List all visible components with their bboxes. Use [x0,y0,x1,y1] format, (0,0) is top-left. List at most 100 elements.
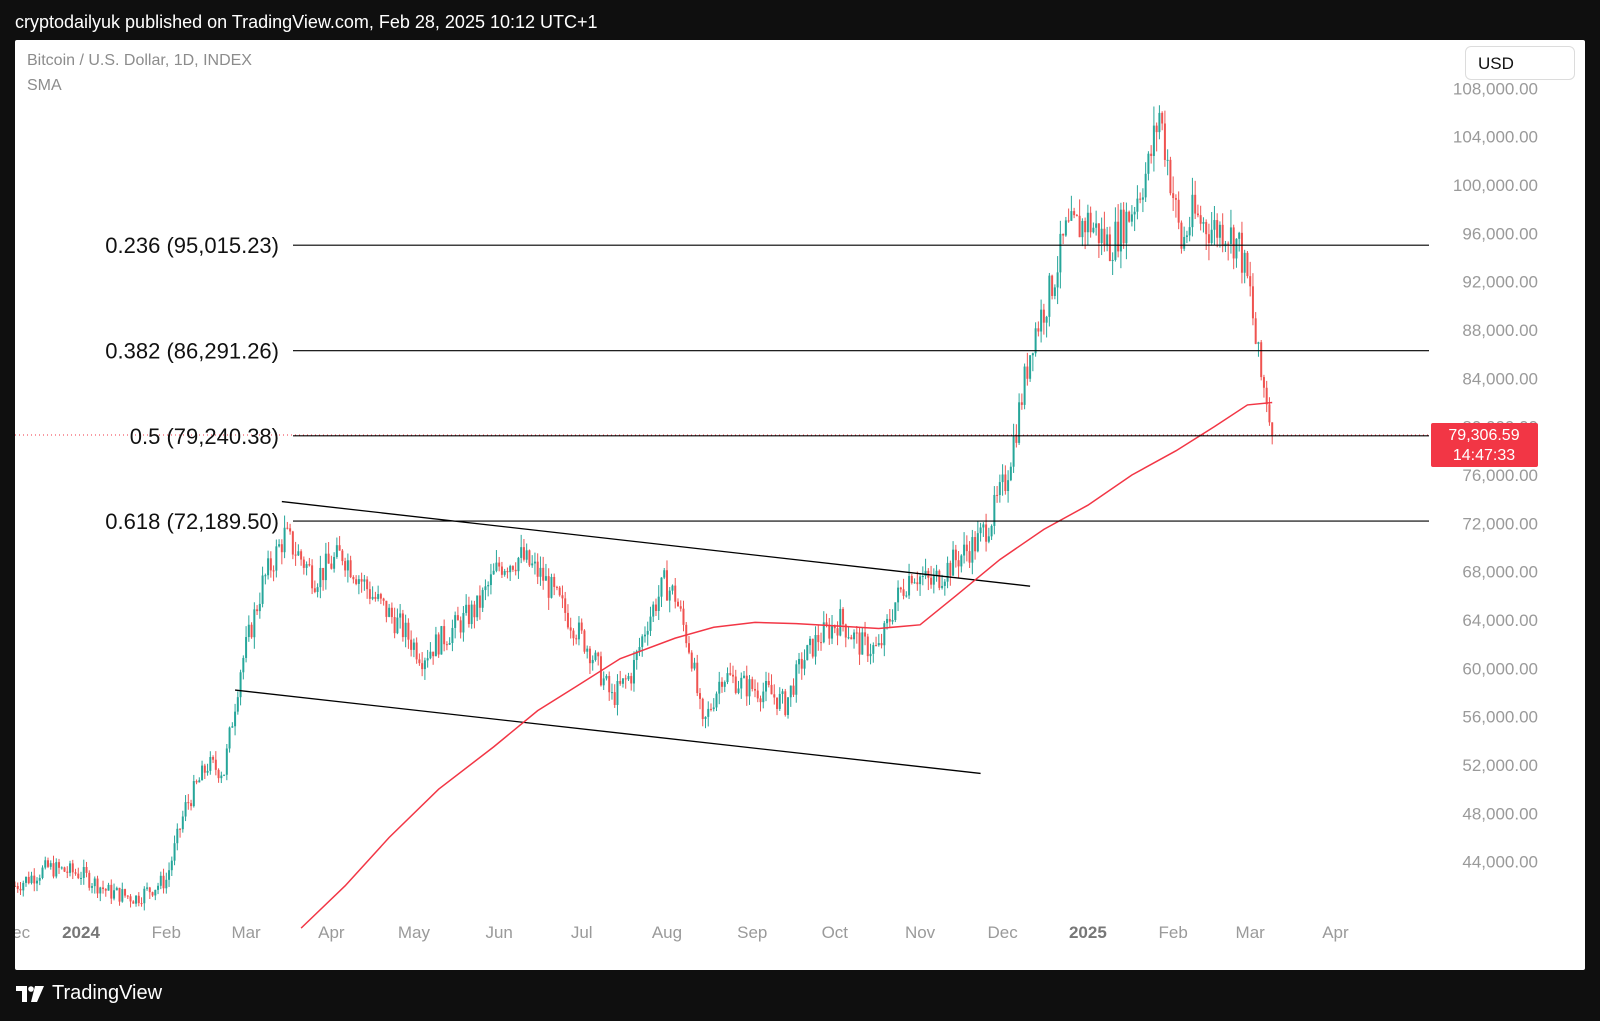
candle [201,760,204,781]
candle-body [1169,159,1172,194]
candle-body [795,664,798,695]
candle [473,600,476,629]
candle [916,571,919,591]
candle [283,515,286,559]
candle [756,682,759,703]
candle [836,621,839,646]
candle [624,674,627,689]
fib-levels[interactable]: 0.236 (95,015.23) 0.382 (86,291.26) 0.5 (7… [15,233,1429,534]
candle [410,630,413,657]
candle-body [553,576,556,587]
candle [184,795,187,822]
candle [432,651,435,665]
candle [503,568,506,577]
candle-body [643,634,646,637]
candle-body [580,622,583,631]
brand-name: TradingView [52,982,163,1004]
candle [630,672,633,691]
candle [346,553,349,583]
candle-body [847,637,850,639]
candle-body [124,889,127,896]
candle [737,680,740,695]
candle-body [388,607,391,617]
candle-body [765,680,768,692]
candle [423,657,426,680]
candle-body [280,544,283,553]
candle-body [30,875,33,884]
candle-body [1152,125,1155,156]
candle-body [511,566,514,570]
candle-body [421,663,424,670]
candle [280,539,283,565]
symbol-title[interactable]: Bitcoin / U.S. Dollar, 1D, INDEX [27,52,252,69]
price-chart[interactable]: 0.236 (95,015.23) 0.382 (86,291.26) 0.5 (7… [15,40,1585,970]
candle [36,877,39,892]
candle-body [663,570,666,578]
time-axis[interactable]: Dec 2024 Feb Mar Apr May Jun Jul Aug Sep Oct Nov Dec… [15,923,1349,942]
candle [181,810,184,833]
candle [509,564,512,581]
candle-body [721,681,723,687]
price-axis[interactable]: 44,000.00 48,000.00 52,000.00 56,000.00 60,0… [1453,79,1538,871]
candle [693,657,696,671]
candle [49,860,52,870]
time-tick-label: Feb [1159,923,1188,942]
candle-body [357,579,360,584]
candle [159,871,162,890]
candle-body [1133,211,1136,215]
candle-body [495,562,498,571]
currency-selector[interactable]: USD [1465,46,1575,80]
candle-body [96,878,99,894]
candle [1070,195,1073,221]
candle-body [566,612,569,628]
candle-body [883,623,886,646]
candle-body [597,652,600,657]
candle [798,652,801,674]
candle [1147,151,1150,181]
candle [382,597,385,606]
candle-body [1128,211,1131,222]
candle-body [1243,252,1246,273]
candle-body [462,612,465,633]
sma-indicator-label[interactable]: SMA [27,77,62,94]
candle-body [239,672,242,698]
candle-body [784,691,787,715]
candle [352,575,355,584]
candle-body [66,871,69,873]
candle-body [49,863,52,867]
candle [242,655,245,680]
candle-body [311,565,314,589]
candle-body [624,678,627,680]
candle-body [1257,342,1260,344]
candle [1139,192,1142,204]
candle-body [756,690,759,699]
candle-body [1232,227,1235,259]
candle-body [47,860,50,867]
candle [1075,214,1078,217]
candle [875,636,878,647]
candle-body [877,643,880,646]
candle [729,662,732,676]
candle-body [432,651,435,657]
chart-panel[interactable]: 0.236 (95,015.23) 0.382 (86,291.26) 0.5 (7… [15,40,1585,970]
candle [690,650,693,672]
candle [619,670,622,686]
candle [839,599,842,637]
candle [27,871,30,885]
channel-lines[interactable] [235,500,1031,775]
candle [583,629,586,654]
candle-body [1188,227,1191,236]
time-tick-label: Mar [1236,923,1266,942]
tradingview-brand[interactable]: TradingView [16,982,162,1005]
candle-body [803,660,806,669]
candle-body [608,675,611,693]
candle-body [1183,236,1186,249]
candle-body [886,618,889,624]
candle [943,579,946,596]
candle [462,606,465,642]
candle-body [558,587,561,596]
candle-body [550,576,553,598]
candle-body [1265,387,1268,405]
candle [1040,299,1043,343]
candle [740,672,743,699]
